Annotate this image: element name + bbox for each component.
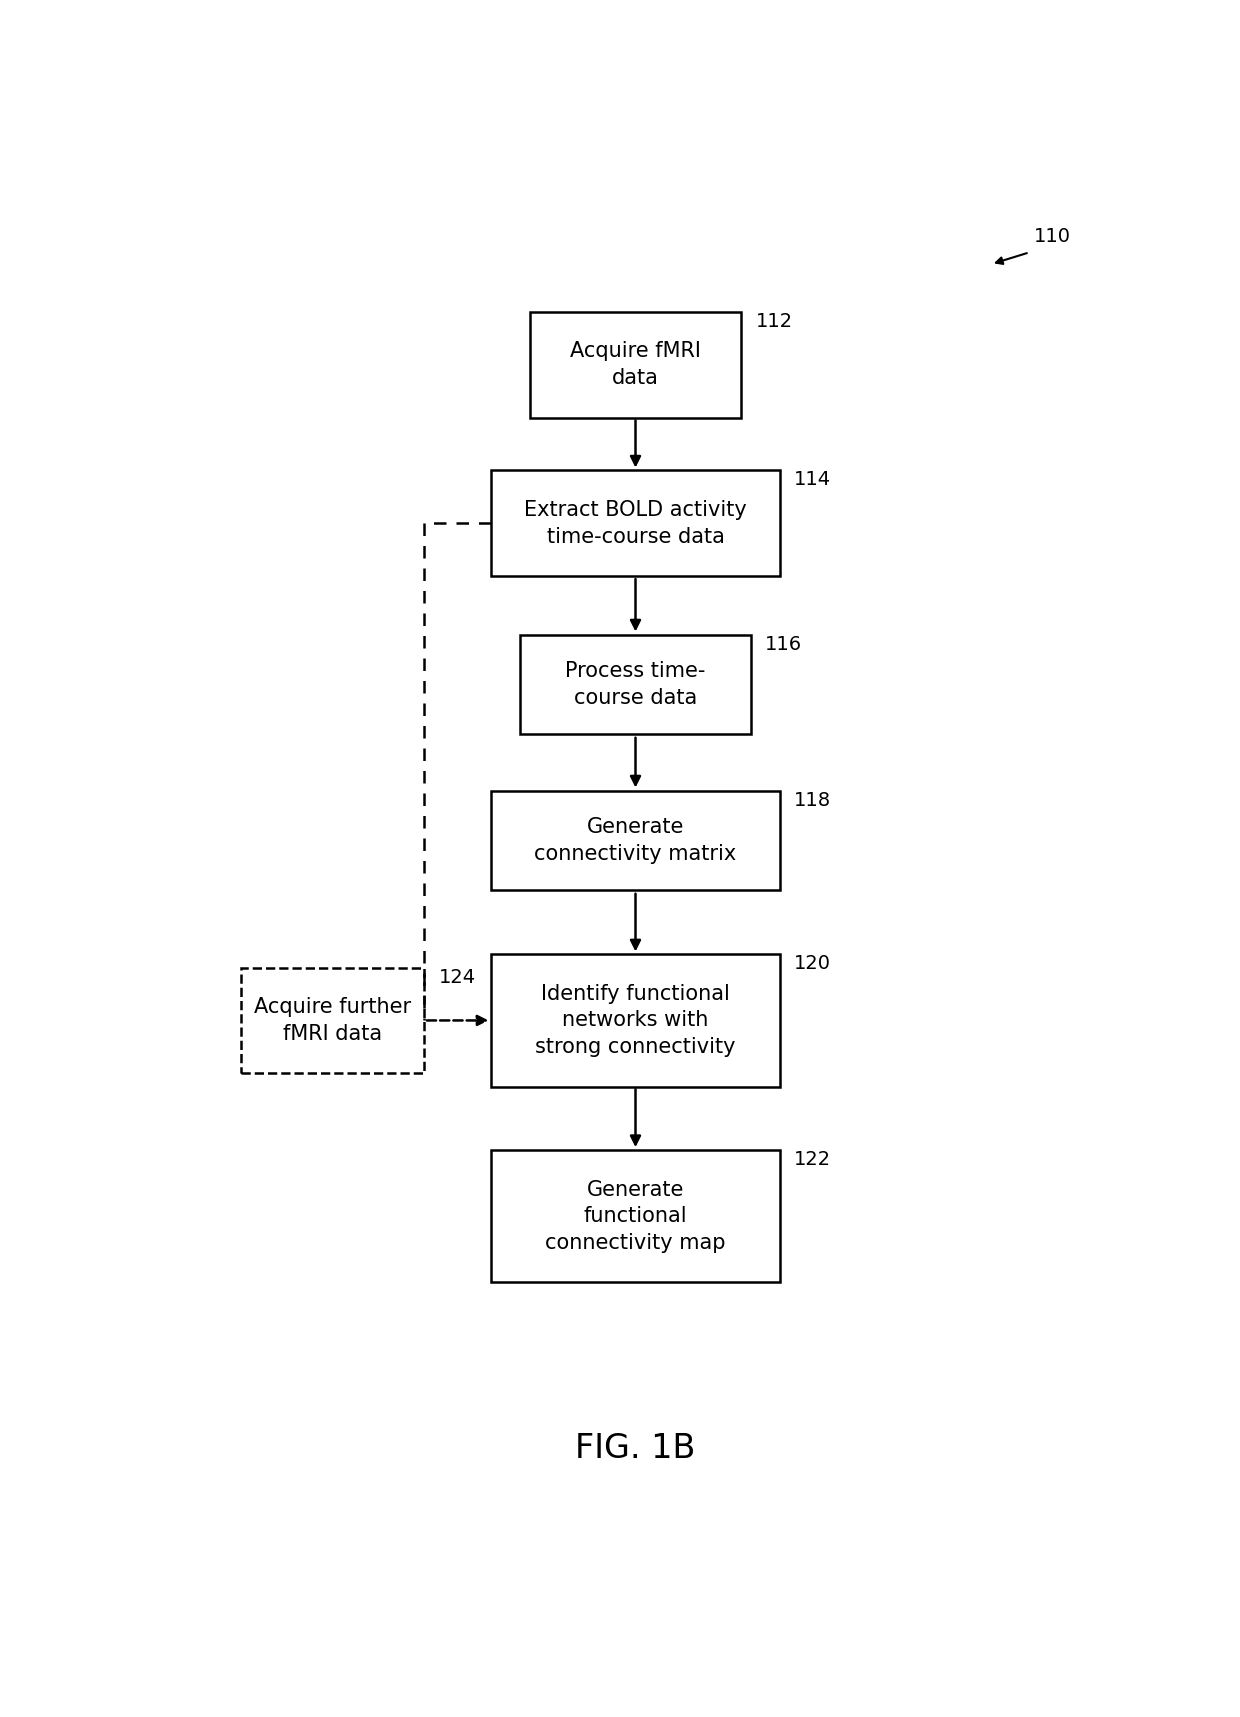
FancyBboxPatch shape [491,470,780,577]
FancyBboxPatch shape [491,1150,780,1283]
Text: 118: 118 [794,792,831,810]
FancyBboxPatch shape [242,968,424,1073]
Text: 114: 114 [794,470,831,489]
Text: Process time-
course data: Process time- course data [565,661,706,707]
Text: 116: 116 [765,635,802,654]
FancyBboxPatch shape [491,792,780,889]
Text: 110: 110 [1034,227,1071,246]
Text: 124: 124 [439,968,476,987]
Text: Extract BOLD activity
time-course data: Extract BOLD activity time-course data [525,500,746,546]
Text: Acquire further
fMRI data: Acquire further fMRI data [254,998,412,1044]
Text: Generate
connectivity matrix: Generate connectivity matrix [534,817,737,864]
Text: Identify functional
networks with
strong connectivity: Identify functional networks with strong… [536,984,735,1058]
Text: 120: 120 [794,955,831,974]
FancyBboxPatch shape [529,312,742,417]
FancyBboxPatch shape [491,955,780,1087]
Text: Generate
functional
connectivity map: Generate functional connectivity map [546,1180,725,1252]
Text: FIG. 1B: FIG. 1B [575,1432,696,1465]
Text: 122: 122 [794,1150,831,1169]
Text: 112: 112 [755,312,792,331]
FancyBboxPatch shape [521,635,751,735]
Text: Acquire fMRI
data: Acquire fMRI data [570,342,701,388]
